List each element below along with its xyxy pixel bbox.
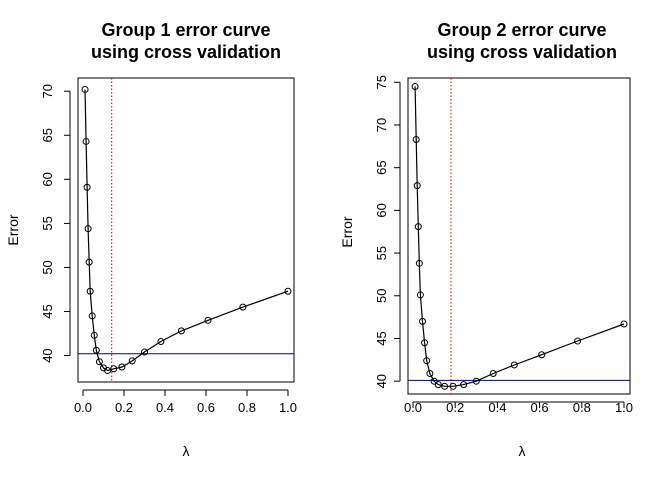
data-point [414,223,422,231]
y-tick-label: 45 [374,331,389,345]
data-point [423,357,431,365]
data-point [411,83,419,91]
plot-box [77,77,295,383]
data-point [128,357,136,365]
y-tick-label: 60 [40,172,55,186]
y-tick-label: 45 [40,304,55,318]
data-point [95,358,103,366]
plot-box [407,77,631,395]
data-point [460,381,468,389]
x-tick-label: 1.0 [615,400,633,415]
data-point [426,370,434,378]
panel-group-2: Group 2 error curve using cross validati… [339,20,633,459]
x-tick-label: 1.0 [279,400,297,415]
x-tick-label: 0.0 [404,400,422,415]
panel-group-1: Group 1 error curve using cross validati… [5,20,297,459]
data-point [83,183,91,191]
y-tick-label: 50 [374,289,389,303]
x-tick-label: 0.4 [156,400,174,415]
data-point [538,351,546,359]
x-tick-label: 0.8 [573,400,591,415]
x-tick-label: 0.6 [531,400,549,415]
data-point [489,370,497,378]
data-point [413,182,421,190]
data-point [88,312,96,320]
x-tick-label: 0.4 [488,400,506,415]
series-line [84,89,289,372]
x-tick-label: 0.2 [446,400,464,415]
data-point [110,365,118,373]
data-point [430,377,438,385]
data-point [418,317,426,325]
y-tick-label: 65 [40,128,55,142]
x-axis-label: λ [519,443,526,459]
data-point [85,258,93,266]
data-point [449,382,457,390]
data-point [86,287,94,295]
data-point [204,316,212,324]
y-tick-label: 55 [40,216,55,230]
y-tick-label: 70 [40,84,55,98]
data-point [620,320,628,328]
data-point [510,361,518,369]
x-tick-label: 0.0 [74,400,92,415]
y-tick-label: 40 [374,374,389,388]
x-tick-label: 0.6 [197,400,215,415]
data-point [81,85,89,93]
data-point [416,291,424,299]
data-point [412,135,420,143]
x-tick-label: 0.8 [238,400,256,415]
plot-area [408,78,630,394]
plot-area [78,78,294,382]
data-point [157,337,165,345]
data-point [434,381,442,389]
chart-title-line-1: Group 1 error curve [101,20,270,40]
data-point [239,303,247,311]
series-line [414,86,625,387]
y-tick-label: 55 [374,246,389,260]
x-tick-label: 0.2 [115,400,133,415]
data-point [90,331,98,339]
data-point [177,327,185,335]
data-point [415,259,423,267]
chart-title-line-1: Group 2 error curve [437,20,606,40]
data-point [421,339,429,347]
y-tick-label: 60 [374,203,389,217]
data-point [82,137,90,145]
data-point [118,363,126,371]
data-point [92,346,100,354]
data-point [574,337,582,345]
data-point [284,287,292,295]
data-point [141,348,148,356]
x-axis-label: λ [183,443,190,459]
y-tick-label: 70 [374,118,389,132]
data-point [472,377,480,385]
data-point [441,382,449,390]
y-tick-label: 40 [40,348,55,362]
y-axis-label: Error [5,214,21,245]
chart-title-line-2: using cross validation [427,42,617,62]
y-tick-label: 65 [374,160,389,174]
data-point [84,225,92,233]
chart-title-line-2: using cross validation [91,42,281,62]
y-tick-label: 50 [40,260,55,274]
data-point [104,367,112,375]
y-axis-label: Error [339,216,355,247]
y-tick-label: 75 [374,75,389,89]
